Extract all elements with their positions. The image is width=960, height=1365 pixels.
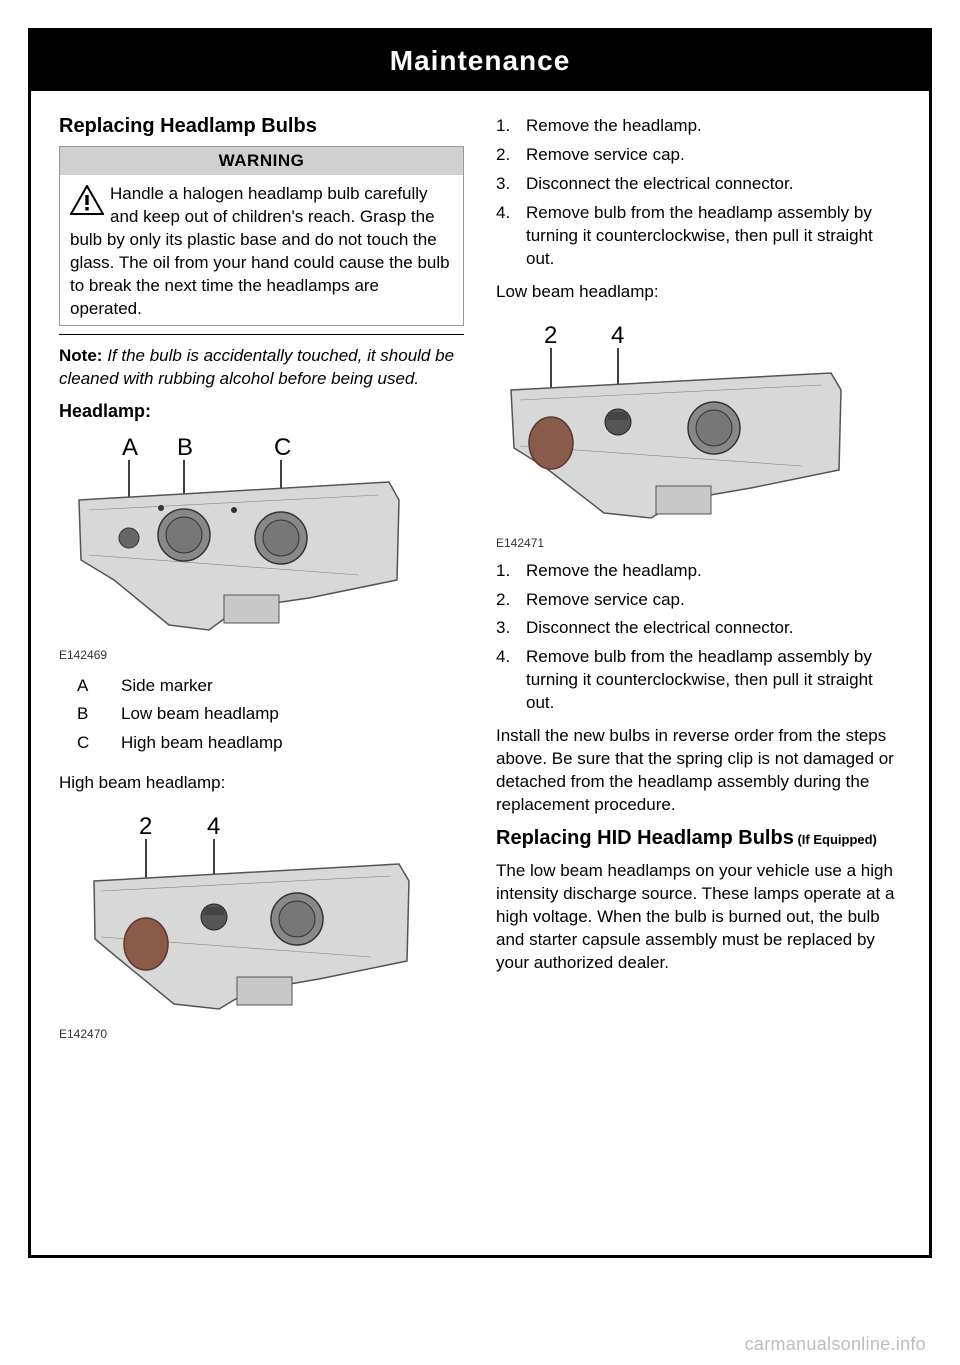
step-item: Remove bulb from the headlamp assembly b…	[496, 202, 901, 271]
callout-b: B	[177, 434, 193, 461]
steps-list-1: Remove the headlamp. Remove service cap.…	[496, 115, 901, 271]
divider	[59, 334, 464, 335]
legend-row: B Low beam headlamp	[77, 700, 464, 729]
step-item: Remove the headlamp.	[496, 115, 901, 138]
figure-id-3: E142471	[496, 536, 901, 550]
left-column: Replacing Headlamp Bulbs WARNING Handle …	[59, 115, 464, 1051]
legend-val: Side marker	[121, 672, 213, 701]
figure-id-2: E142470	[59, 1027, 464, 1041]
legend-val: High beam headlamp	[121, 729, 283, 758]
step-item: Remove service cap.	[496, 144, 901, 167]
warning-box: WARNING Handle a halogen headlamp bulb c…	[59, 146, 464, 326]
callout-4: 4	[611, 322, 624, 349]
note-text: If the bulb is accidentally touched, it …	[59, 346, 454, 388]
callout-a: A	[122, 434, 138, 461]
headlamp-subtitle: Headlamp:	[59, 401, 464, 422]
figure-id-1: E142469	[59, 648, 464, 662]
warning-triangle-icon	[70, 185, 104, 215]
figure-high-beam: 2 4	[59, 805, 464, 1023]
figure-headlamp-overview: A B C	[59, 426, 464, 644]
section-title-replacing: Replacing Headlamp Bulbs	[59, 115, 464, 138]
high-beam-label: High beam headlamp:	[59, 772, 464, 795]
legend-row: A Side marker	[77, 672, 464, 701]
callout-4: 4	[207, 813, 220, 840]
low-beam-label: Low beam headlamp:	[496, 281, 901, 304]
note-block: Note: If the bulb is accidentally touche…	[59, 345, 464, 391]
content-area: Replacing Headlamp Bulbs WARNING Handle …	[31, 91, 929, 1075]
steps-list-2: Remove the headlamp. Remove service cap.…	[496, 560, 901, 716]
callout-2: 2	[139, 813, 152, 840]
callout-2: 2	[544, 322, 557, 349]
step-item: Remove the headlamp.	[496, 560, 901, 583]
install-paragraph: Install the new bulbs in reverse order f…	[496, 725, 901, 817]
warning-body: Handle a halogen headlamp bulb carefully…	[60, 175, 463, 325]
hid-suffix: (If Equipped)	[794, 832, 877, 847]
page-frame: Maintenance Replacing Headlamp Bulbs WAR…	[28, 28, 932, 1258]
step-item: Disconnect the electrical connector.	[496, 173, 901, 196]
legend-list: A Side marker B Low beam headlamp C High…	[77, 672, 464, 759]
step-item: Remove service cap.	[496, 589, 901, 612]
watermark: carmanualsonline.info	[745, 1334, 926, 1355]
hid-title: Replacing HID Headlamp Bulbs	[496, 827, 794, 849]
legend-val: Low beam headlamp	[121, 700, 279, 729]
step-item: Disconnect the electrical connector.	[496, 617, 901, 640]
hid-paragraph: The low beam headlamps on your vehicle u…	[496, 860, 901, 975]
figure-low-beam: 2 4	[496, 314, 901, 532]
right-column: Remove the headlamp. Remove service cap.…	[496, 115, 901, 1051]
legend-key: A	[77, 672, 121, 701]
callout-c: C	[274, 434, 291, 461]
warning-text: Handle a halogen headlamp bulb carefully…	[70, 184, 450, 318]
step-item: Remove bulb from the headlamp assembly b…	[496, 646, 901, 715]
legend-row: C High beam headlamp	[77, 729, 464, 758]
legend-key: C	[77, 729, 121, 758]
note-label: Note:	[59, 346, 102, 365]
page-header: Maintenance	[31, 31, 929, 91]
hid-title-block: Replacing HID Headlamp Bulbs (If Equippe…	[496, 827, 901, 850]
legend-key: B	[77, 700, 121, 729]
warning-header: WARNING	[60, 147, 463, 175]
